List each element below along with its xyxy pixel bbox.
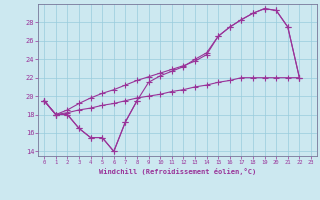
X-axis label: Windchill (Refroidissement éolien,°C): Windchill (Refroidissement éolien,°C): [99, 168, 256, 175]
